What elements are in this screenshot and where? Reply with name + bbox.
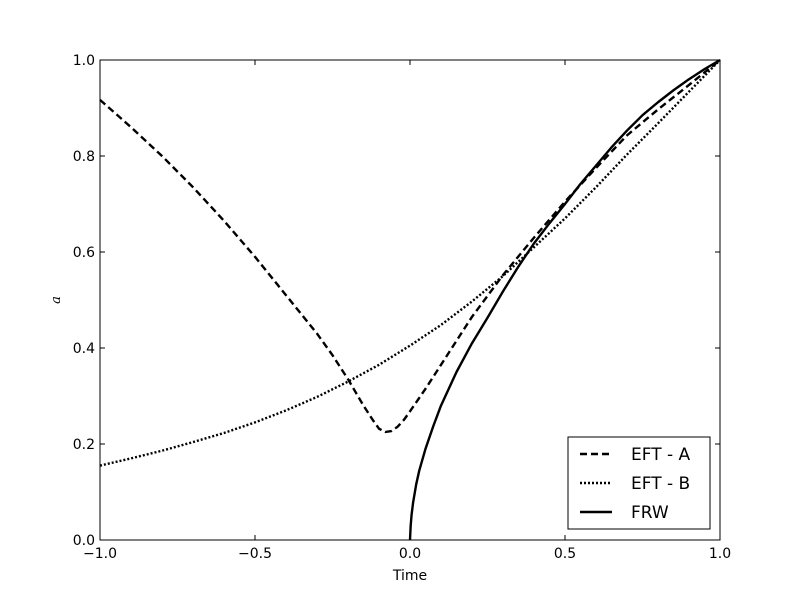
legend-box [567, 436, 711, 530]
x-tick-label: −1.0 [83, 546, 117, 562]
series-line-frw [408, 58, 721, 541]
x-tick-label: −0.5 [238, 546, 272, 562]
plot-frame [99, 59, 721, 541]
ticks-layer: −1.0 −0.5 0.0 0.5 1.0 0.0 0.2 0.4 0.6 0.8 1.0 [73, 53, 731, 562]
y-tick-label: 1.0 [73, 53, 95, 69]
x-tick-label: 1.0 [709, 546, 731, 562]
x-tick-label: 0.0 [399, 546, 421, 562]
y-axis-label: a [49, 296, 64, 304]
series-line-eft-b [99, 59, 721, 467]
y-tick-label: 0.0 [73, 533, 95, 549]
legend-label-eft-a: EFT - A [631, 445, 691, 465]
legend: EFT - A EFT - B FRW [567, 436, 711, 530]
y-tick-label: 0.2 [73, 437, 95, 453]
x-axis-label: Time [392, 568, 427, 584]
y-tick-label: 0.6 [73, 245, 95, 261]
y-tick-label: 0.4 [73, 341, 95, 357]
legend-label-frw: FRW [631, 503, 669, 523]
y-tick-label: 0.8 [73, 149, 95, 165]
legend-label-eft-b: EFT - B [631, 474, 690, 494]
x-tick-label: 0.5 [554, 546, 576, 562]
series-layer [99, 58, 721, 541]
